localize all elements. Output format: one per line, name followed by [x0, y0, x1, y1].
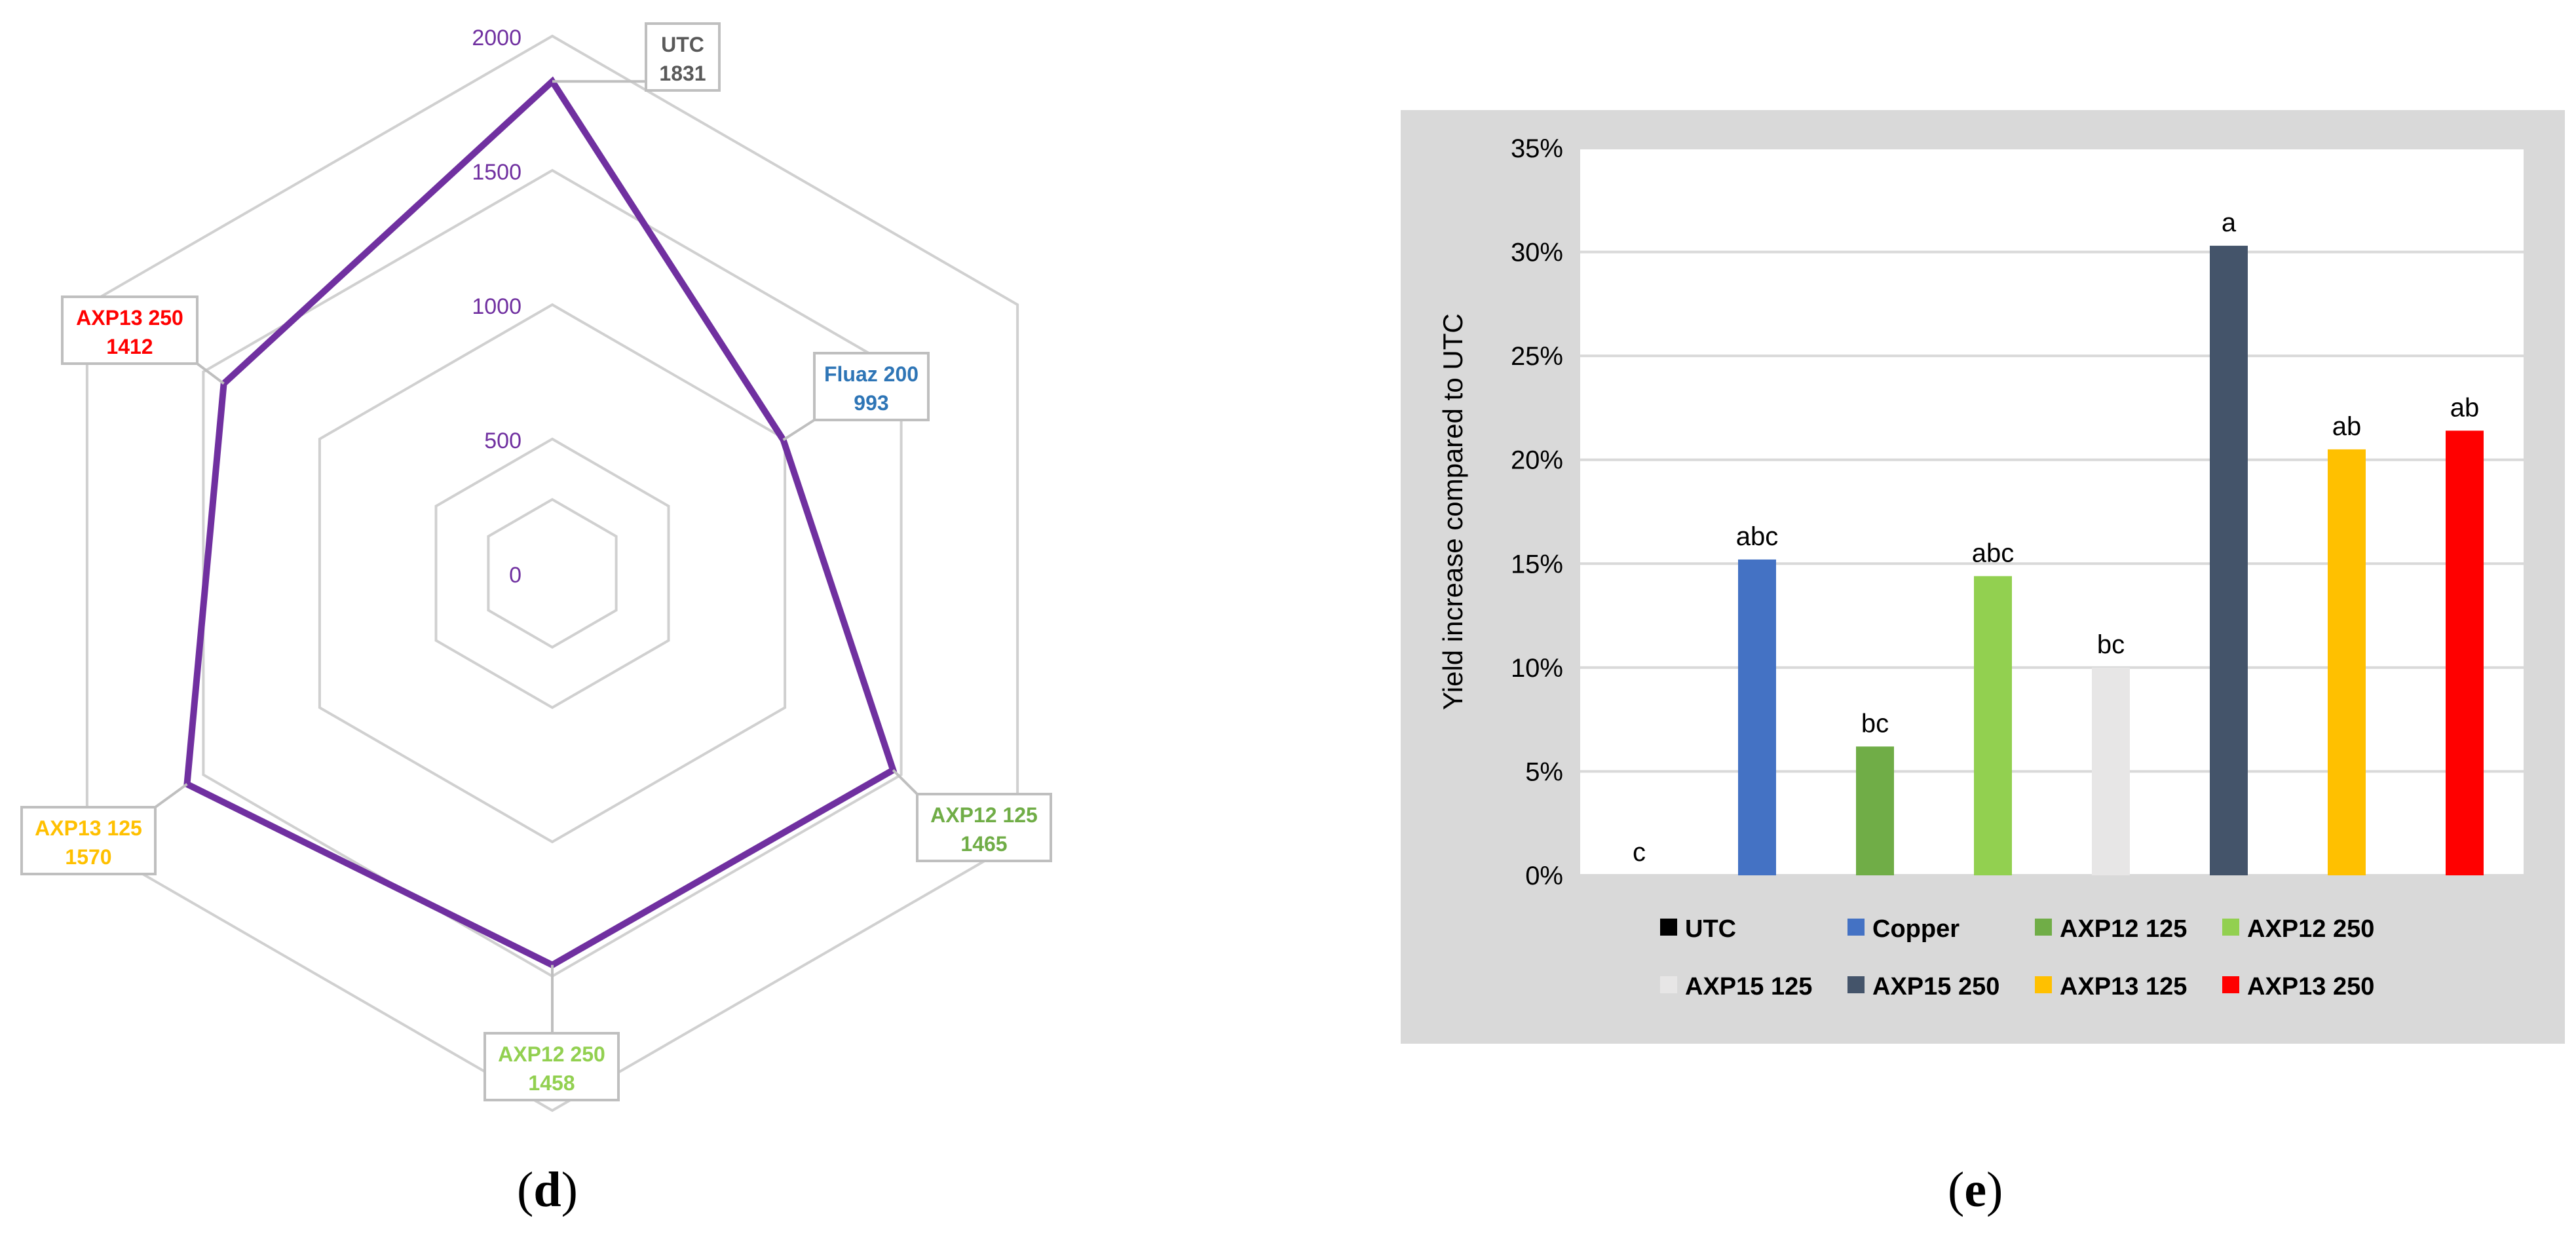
bar-y-axis-title: Yield increase compared to UTC: [1437, 313, 1468, 710]
radar-axis-label: AXP13 250: [76, 306, 183, 330]
bar-5: [2092, 667, 2130, 875]
bar-significance-letter: abc: [1736, 522, 1779, 551]
radar-tick-label: 2000: [472, 26, 521, 50]
radar-tick-label: 0: [509, 563, 521, 588]
bar-significance-letter: bc: [2097, 630, 2125, 659]
radar-grid-ring: [85, 34, 1019, 1113]
legend-label: Copper: [1872, 915, 1960, 943]
legend-label: AXP13 125: [2060, 973, 2187, 1000]
legend-label: AXP13 250: [2247, 973, 2374, 1000]
radar-axis-label: AXP13 125: [35, 816, 142, 840]
radar-series-line: [183, 76, 898, 969]
legend-swatch: [2222, 976, 2239, 993]
radar-grid-ring: [434, 437, 670, 710]
radar-grid-ring: [318, 303, 787, 844]
legend-label: UTC: [1685, 915, 1736, 943]
bar-y-tick-label: 5%: [1525, 757, 1563, 786]
radar-tick-label: 1000: [472, 294, 521, 319]
radar-value-label: 1570: [65, 845, 111, 869]
radar-callout-box: [645, 22, 721, 92]
legend-swatch: [2035, 919, 2052, 936]
bar-chart: 0% 5% 10% 15% 20% 25% 30% 35% Yield increase com…: [1437, 134, 2524, 1000]
radar-callout-box: [813, 352, 930, 421]
radar-grid-ring: [202, 168, 903, 978]
radar-value-label: 1412: [106, 335, 153, 358]
legend-swatch: [1847, 919, 1865, 936]
radar-value-label: 1458: [528, 1071, 575, 1095]
legend-label: AXP12 125: [2060, 915, 2187, 943]
radar-axis-label: Fluaz 200: [824, 362, 919, 386]
bar-y-tick-label: 35%: [1511, 134, 1563, 163]
panel-label-e: (e): [1948, 1162, 2003, 1217]
radar-value-label: 1465: [960, 832, 1007, 856]
bar-significance-letter: abc: [1972, 539, 2015, 567]
panel-label-d-letter: d: [533, 1162, 561, 1217]
panel-label-d: (d): [517, 1162, 578, 1217]
radar-axis-label: UTC: [661, 33, 704, 56]
radar-callout-leader: [196, 362, 225, 385]
bar-significance-letter: c: [1633, 838, 1646, 867]
radar-axis-label: AXP12 125: [930, 803, 1038, 827]
legend-label: AXP12 250: [2247, 915, 2374, 943]
radar-tick-label: 500: [484, 428, 521, 453]
radar-callout-leader: [154, 783, 188, 809]
bar-y-tick-label: 30%: [1511, 238, 1563, 267]
legend-label: AXP15 125: [1685, 973, 1812, 1000]
bar-7: [2328, 449, 2366, 875]
legend-swatch: [2035, 976, 2052, 993]
radar-callout-box: [61, 295, 199, 365]
radar-callout-leader: [782, 419, 816, 442]
radar-value-label: 1831: [659, 62, 706, 85]
bar-plot-area: [1580, 148, 2524, 875]
bar-y-tick-label: 25%: [1511, 342, 1563, 371]
legend-swatch: [1660, 976, 1677, 993]
bar-y-tick-label: 15%: [1511, 550, 1563, 579]
bar-4: [1974, 576, 2012, 875]
bar-y-tick-label: 20%: [1511, 446, 1563, 475]
radar-callout-box: [20, 806, 157, 875]
radar-callout-box: [483, 1032, 620, 1101]
bar-6: [2210, 246, 2248, 875]
bar-significance-letter: bc: [1861, 709, 1889, 738]
radar-axis-label: AXP12 250: [498, 1042, 605, 1066]
legend-swatch: [2222, 919, 2239, 936]
bar-8: [2446, 430, 2484, 875]
radar-grid-ring: [487, 497, 618, 649]
radar-value-label: 993: [854, 391, 888, 415]
bar-significance-letter: ab: [2332, 412, 2362, 441]
bar-3: [1856, 746, 1894, 875]
radar-callout-box: [916, 793, 1052, 862]
radar-chart: 0 500 1000 1500 2000 UTC 1831 Fluaz 200 993 AXP12…: [20, 22, 1052, 1113]
legend-swatch: [1660, 919, 1677, 936]
bar-significance-letter: a: [2222, 208, 2237, 237]
panel-label-e-letter: e: [1964, 1162, 1987, 1217]
legend-swatch: [1847, 976, 1865, 993]
bar-y-tick-label: 10%: [1511, 654, 1563, 683]
radar-tick-label: 1500: [472, 160, 521, 185]
bar-y-tick-label: 0%: [1525, 862, 1563, 890]
bar-significance-letter: ab: [2450, 393, 2480, 422]
bar-2: [1738, 559, 1776, 875]
radar-callout-leader: [892, 769, 919, 795]
legend-label: AXP15 250: [1872, 973, 1999, 1000]
bar-chart-panel: 0% 5% 10% 15% 20% 25% 30% 35% Yield increase com…: [1401, 110, 2565, 1044]
